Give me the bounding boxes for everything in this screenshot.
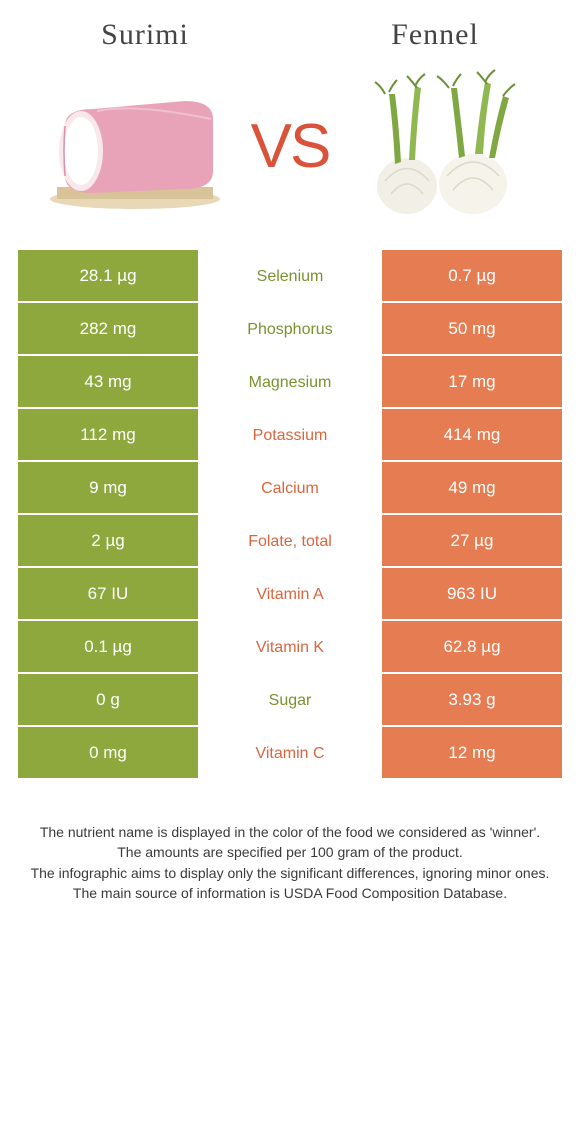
table-row: 0 g Sugar 3.93 g (18, 674, 562, 727)
nutrient-label: Potassium (198, 409, 382, 462)
comparison-table: 28.1 µg Selenium 0.7 µg 282 mg Phosphoru… (18, 250, 562, 780)
left-value: 67 IU (18, 568, 198, 621)
nutrient-label: Magnesium (198, 356, 382, 409)
header-row: Surimi Fennel (0, 0, 580, 60)
table-row: 0 mg Vitamin C 12 mg (18, 727, 562, 780)
right-value: 27 µg (382, 515, 562, 568)
left-value: 112 mg (18, 409, 198, 462)
nutrient-label: Vitamin A (198, 568, 382, 621)
fennel-image (345, 66, 545, 226)
left-value: 43 mg (18, 356, 198, 409)
table-row: 43 mg Magnesium 17 mg (18, 356, 562, 409)
right-value: 50 mg (382, 303, 562, 356)
nutrient-label: Selenium (198, 250, 382, 303)
footer-line: The nutrient name is displayed in the co… (28, 822, 552, 842)
nutrient-label: Vitamin C (198, 727, 382, 780)
left-value: 2 µg (18, 515, 198, 568)
nutrient-label: Sugar (198, 674, 382, 727)
table-row: 2 µg Folate, total 27 µg (18, 515, 562, 568)
right-value: 414 mg (382, 409, 562, 462)
footer-line: The amounts are specified per 100 gram o… (28, 842, 552, 862)
left-value: 0.1 µg (18, 621, 198, 674)
left-value: 0 mg (18, 727, 198, 780)
left-value: 0 g (18, 674, 198, 727)
right-value: 49 mg (382, 462, 562, 515)
table-row: 9 mg Calcium 49 mg (18, 462, 562, 515)
left-food-title: Surimi (101, 18, 189, 52)
right-value: 0.7 µg (382, 250, 562, 303)
table-row: 28.1 µg Selenium 0.7 µg (18, 250, 562, 303)
table-row: 282 mg Phosphorus 50 mg (18, 303, 562, 356)
right-food-title: Fennel (391, 18, 479, 52)
images-row: VS (0, 60, 580, 250)
right-value: 3.93 g (382, 674, 562, 727)
right-value: 12 mg (382, 727, 562, 780)
table-row: 0.1 µg Vitamin K 62.8 µg (18, 621, 562, 674)
nutrient-label: Vitamin K (198, 621, 382, 674)
surimi-image (35, 66, 235, 226)
footer-line: The infographic aims to display only the… (28, 863, 552, 883)
right-value: 62.8 µg (382, 621, 562, 674)
footer-notes: The nutrient name is displayed in the co… (0, 780, 580, 903)
nutrient-label: Phosphorus (198, 303, 382, 356)
vs-label: VS (251, 111, 330, 182)
left-value: 9 mg (18, 462, 198, 515)
nutrient-label: Folate, total (198, 515, 382, 568)
left-value: 28.1 µg (18, 250, 198, 303)
right-value: 963 IU (382, 568, 562, 621)
table-row: 112 mg Potassium 414 mg (18, 409, 562, 462)
right-value: 17 mg (382, 356, 562, 409)
left-value: 282 mg (18, 303, 198, 356)
table-row: 67 IU Vitamin A 963 IU (18, 568, 562, 621)
nutrient-label: Calcium (198, 462, 382, 515)
footer-line: The main source of information is USDA F… (28, 883, 552, 903)
